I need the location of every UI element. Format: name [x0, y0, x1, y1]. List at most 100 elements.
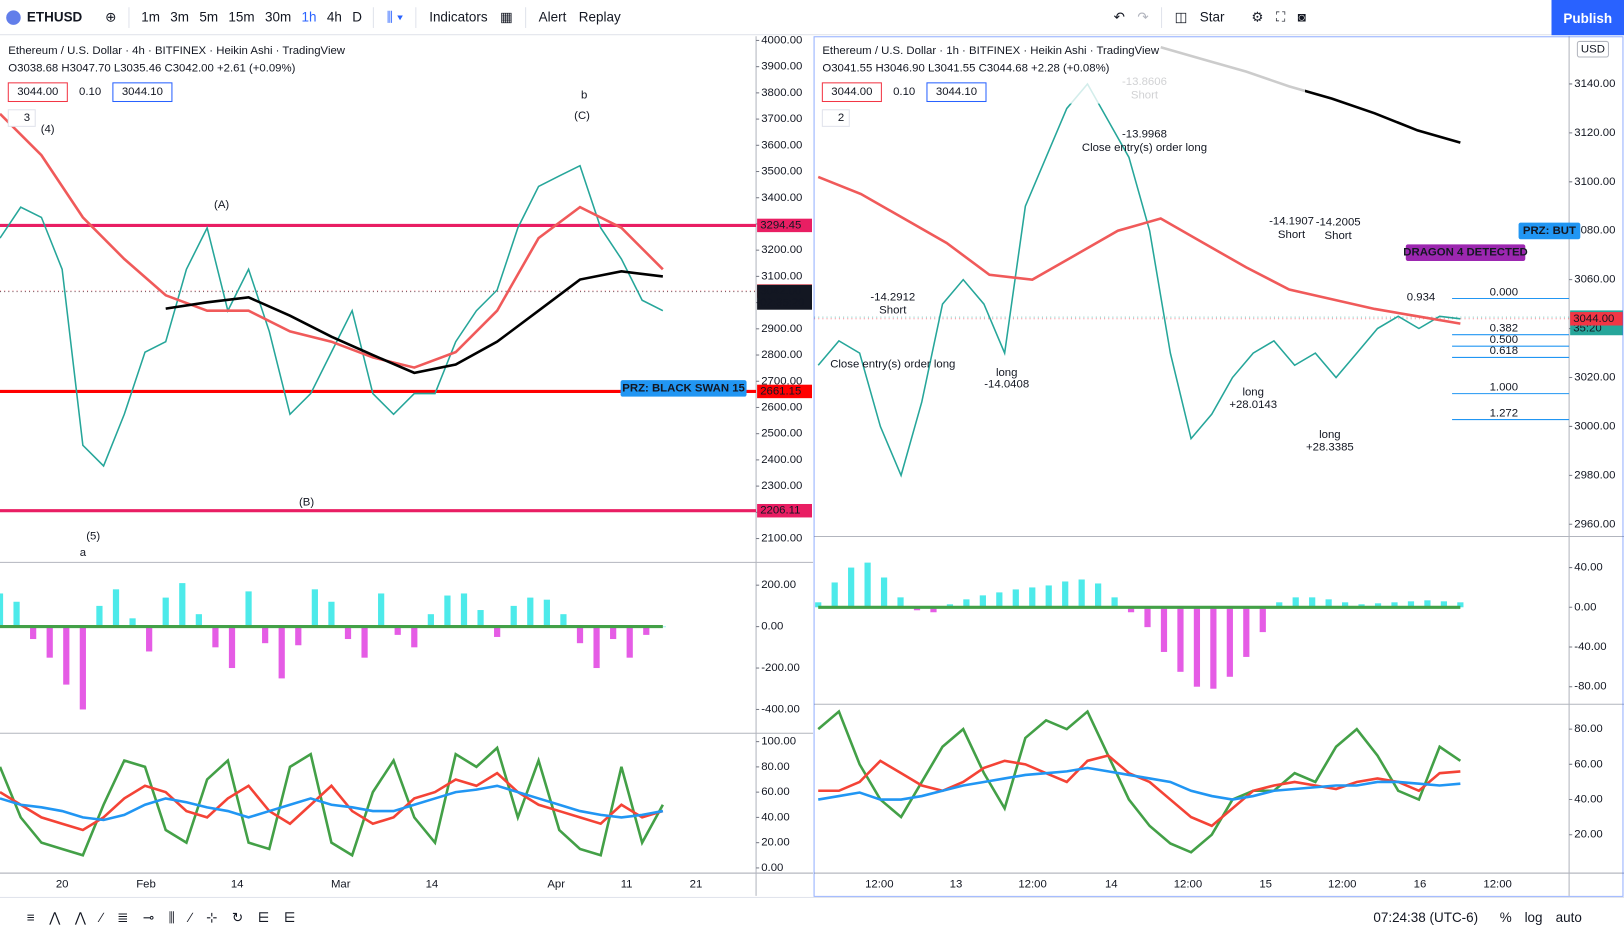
quote: 0.10 [893, 86, 915, 98]
fullscreen[interactable]: ⛶ [1275, 8, 1286, 25]
x-tick-label: Apr [547, 879, 565, 891]
oscillator-line [817, 709, 1462, 854]
histogram-bar [543, 599, 550, 627]
layout-icon[interactable]: ◫ [1174, 8, 1188, 25]
top-toolbar: ETHUSD ⊕ 1m 3m 5m 15m 30m 1h 4h D ⫼ ▾ In… [0, 0, 1624, 36]
publish-button[interactable]: Publish [1551, 0, 1624, 36]
annotation: PRZ: BUT [1523, 225, 1576, 237]
histogram-bar [576, 626, 584, 644]
y-tick-label: 2980.00 [1574, 469, 1615, 481]
y-tick-label: 2900.00 [761, 323, 802, 335]
histogram-bar [1012, 589, 1019, 608]
currency-box [1576, 40, 1609, 58]
histogram-bar [1193, 607, 1201, 687]
annotation: -14.2912 [870, 291, 915, 303]
separator [1161, 6, 1163, 28]
annotation: b [581, 89, 587, 101]
templates[interactable]: ▦ [500, 8, 513, 25]
chart-style[interactable]: ⫼ ▾ [386, 8, 404, 25]
layout-button[interactable]: Star [1199, 9, 1225, 25]
add-symbol[interactable]: ⊕ [105, 8, 117, 25]
histogram-bar [1111, 597, 1118, 608]
histogram-bar [311, 589, 318, 627]
histogram-bar [96, 605, 103, 627]
annotation: 0.934 [1407, 291, 1435, 303]
fib-label: 1.000 [1490, 381, 1518, 393]
y-tick-label: 2800.00 [761, 349, 802, 361]
alert-button[interactable]: Alert [538, 9, 567, 25]
annotation: -14.0408 [984, 378, 1029, 390]
y-tick-label: 3060.00 [1574, 274, 1615, 286]
interval[interactable]: 5m [199, 9, 219, 25]
interval[interactable]: D [352, 9, 362, 25]
interval[interactable]: 30m [264, 9, 292, 25]
histogram-bar [1062, 581, 1069, 608]
chart-pane: 2960.002980.003000.003020.003040.003060.… [814, 36, 1624, 896]
y-tick-label: 2500.00 [761, 428, 802, 440]
y-tick-label: 3800.00 [761, 87, 802, 99]
histogram-bar [1078, 579, 1085, 608]
auto-toggle[interactable]: auto [1555, 909, 1582, 925]
y-tick-label: 40.00 [761, 811, 789, 823]
histogram-bar [1045, 585, 1052, 608]
histogram-bar [1292, 597, 1299, 608]
y-tick-label: 3400.00 [761, 192, 802, 204]
replay-button[interactable]: Replay [578, 9, 621, 25]
histogram-bar [1374, 603, 1382, 608]
undo[interactable]: ↶ [1113, 8, 1125, 25]
interval[interactable]: 15m [228, 9, 255, 25]
histogram-bar [378, 593, 385, 627]
symbol-button[interactable]: ETHUSD [6, 9, 82, 25]
x-tick-label: 14 [1105, 879, 1118, 891]
histogram-bar [1341, 602, 1349, 608]
level-label-box [757, 284, 812, 310]
level-label: 3042.00 [760, 286, 801, 298]
histogram-bar [1127, 607, 1135, 613]
annotation: Short [1325, 230, 1353, 242]
settings[interactable]: ⚙ [1251, 8, 1264, 25]
y-tick-label: 3080.00 [1574, 225, 1615, 237]
indicators-button[interactable]: Indicators [429, 9, 488, 25]
bottom-toolbar: ≡⋀⋀∕≣⊸⫼∕⊹↻⋿⋿ 07:24:38 (UTC-6) % log auto [0, 896, 1624, 936]
interval[interactable]: 4h [326, 9, 342, 25]
y-tick-label: -200.00 [761, 662, 800, 674]
x-tick-label: 20 [56, 879, 69, 891]
histogram-bar [295, 626, 302, 646]
y-tick-label: 3100.00 [1574, 176, 1615, 188]
y-tick-label: 60.00 [761, 786, 789, 798]
interval[interactable]: 3m [170, 9, 190, 25]
annotation: long [996, 367, 1018, 379]
y-tick-label: 0.00 [761, 862, 783, 874]
x-tick-label: Mar [331, 879, 351, 891]
drawing-tools[interactable]: ≡⋀⋀∕≣⊸⫼∕⊹↻⋿⋿ [26, 909, 311, 925]
x-tick-label: Feb [136, 879, 156, 891]
interval[interactable]: 1h [301, 9, 317, 25]
annotation: +28.0143 [1229, 399, 1277, 411]
y-tick-label: -40.00 [1574, 641, 1606, 653]
log-toggle[interactable]: log [1524, 909, 1543, 925]
pane-count-box [821, 109, 850, 127]
percent-toggle[interactable]: % [1499, 909, 1512, 925]
histogram-bar [831, 582, 838, 608]
y-tick-label: 4000.00 [761, 34, 802, 46]
interval[interactable]: 1m [141, 9, 160, 25]
histogram-bar [79, 626, 86, 710]
histogram-bar [245, 591, 252, 627]
chart-title: Ethereum / U.S. Dollar · 4h · BITFINEX ·… [8, 45, 346, 57]
histogram-bar [996, 592, 1003, 608]
quote: 3044.00 [831, 86, 872, 98]
histogram-bar [897, 597, 904, 608]
level-label-box [757, 384, 812, 399]
separator [525, 6, 527, 28]
y-tick-label: 3700.00 [761, 113, 802, 125]
snapshot[interactable]: ◙ [1297, 9, 1306, 25]
level-label: 3044.00 [1573, 313, 1614, 325]
histogram-bar [30, 626, 37, 640]
histogram-bar [1391, 602, 1398, 608]
redo[interactable]: ↷ [1137, 8, 1149, 25]
histogram-bar [427, 614, 434, 627]
histogram-bar [527, 597, 534, 627]
level-label-box [757, 218, 812, 233]
annotation: Close entry(s) order long [830, 359, 955, 371]
